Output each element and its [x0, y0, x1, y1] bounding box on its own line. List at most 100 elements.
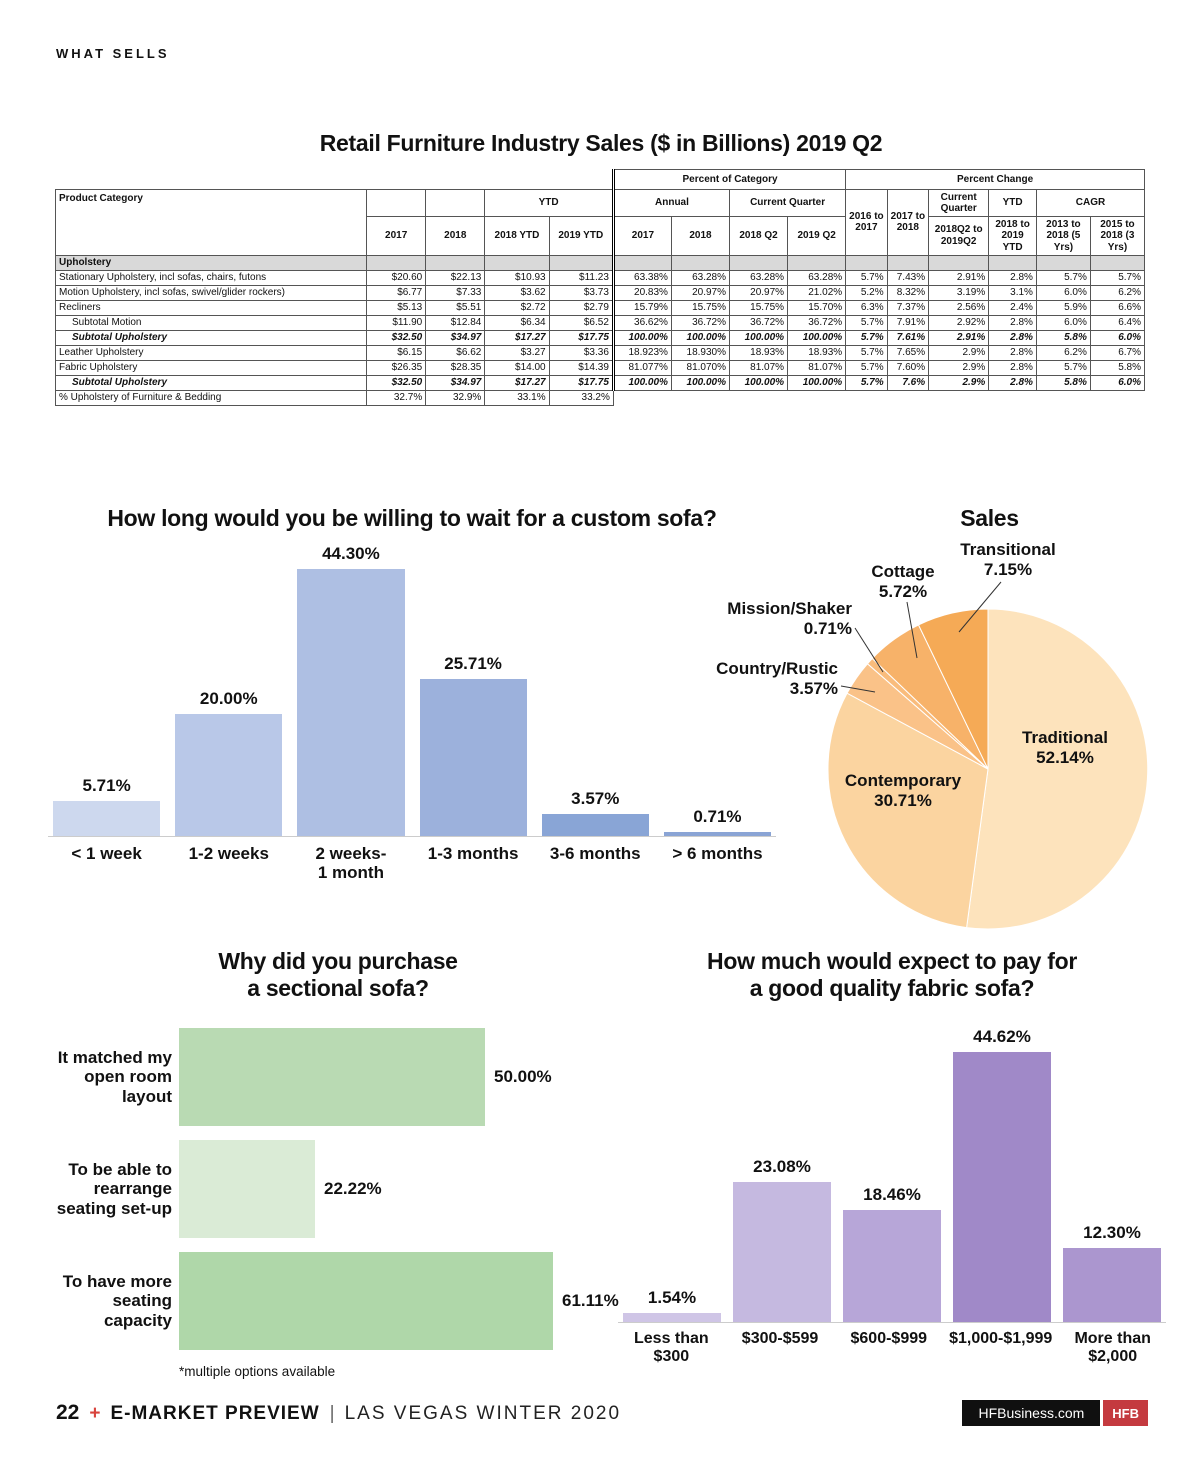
bar-category-label: $300-$599	[741, 1330, 819, 1348]
bar	[541, 814, 649, 837]
bar-category-label: 1-3 months	[427, 844, 519, 864]
table-cell	[1035, 254, 1091, 271]
sectional-chart-title: Why did you purchase a sectional sofa?	[218, 948, 458, 1002]
table-cell: 2.92%	[928, 314, 990, 331]
bar-value-label: 12.30%	[1083, 1223, 1141, 1243]
table-header-row: Percent of Category Percent Change	[55, 169, 1145, 190]
price-category-labels: Less than $300 $300-$599 $600-$999 $1,000-$…	[618, 1323, 1166, 1366]
hbar-value-label: 50.00%	[494, 1067, 552, 1087]
bar-column-wait-time: 3.57%	[541, 544, 649, 837]
table-cell: 7.61%	[886, 329, 930, 346]
table-cell: 18.930%	[670, 344, 731, 361]
sectional-reasons-hbar-chart: Why did you purchase a sectional sofa? I…	[55, 948, 621, 1379]
table-cell: $11.90	[366, 314, 427, 331]
pie-plot-area: Traditional 52.14% Contemporary 30.71% C…	[716, 536, 1200, 948]
table-cell: $11.23	[548, 269, 614, 286]
table-cell: 36.72%	[729, 314, 789, 331]
bar-value-label: 25.71%	[444, 654, 502, 674]
table-header-cell: CAGR	[1035, 189, 1146, 217]
table-cell: 21.02%	[787, 284, 847, 301]
row-label: Motion Upholstery, incl sofas, swivel/gl…	[54, 284, 368, 301]
bar-value-label: 23.08%	[753, 1157, 811, 1177]
table-cell: $12.84	[425, 314, 486, 331]
table-cell	[988, 254, 1037, 271]
table-cell: $3.27	[484, 344, 550, 361]
sales-pie-chart: Sales Traditional 52.14% Contemporary 30…	[716, 505, 1200, 948]
table-header-cell: YTD	[484, 189, 614, 217]
table-row: Leather Upholstery $6.15 $6.62 $3.27 $3.36 18…	[54, 344, 1146, 361]
table-header-cell: 2016 to 2017	[845, 189, 888, 256]
sectional-bars-area: It matched my open room layout 50.00% To b…	[55, 1028, 621, 1351]
table-cell: 5.7%	[1089, 269, 1146, 286]
hbar-row: To have more seating capacity 61.11%	[55, 1252, 621, 1351]
bar-value-label: 0.71%	[693, 807, 742, 827]
bar	[843, 1210, 941, 1323]
table-cell: $3.73	[548, 284, 614, 301]
table-header-cell	[55, 169, 614, 190]
table-header-cell: Percent Change	[845, 169, 1145, 190]
table-cell: $14.39	[548, 359, 614, 376]
table-cell: 5.7%	[845, 374, 888, 391]
table-cell: 6.0%	[1035, 284, 1091, 301]
table-cell: 2.91%	[928, 329, 990, 346]
footer-website: HFBusiness.com	[962, 1400, 1101, 1426]
table-cell: 81.07%	[729, 359, 789, 376]
bar-value-label: 44.30%	[322, 544, 380, 564]
table-cell: 7.60%	[886, 359, 930, 376]
table-cell: 5.7%	[1035, 359, 1091, 376]
table-cell: 6.0%	[1035, 314, 1091, 331]
table-cell: 6.4%	[1089, 314, 1146, 331]
table-cell	[929, 390, 989, 405]
bar-category-label: More than $2,000	[1074, 1330, 1151, 1366]
bar	[953, 1052, 1051, 1323]
table-cell	[671, 390, 729, 405]
table-cell: 2.8%	[988, 374, 1037, 391]
table-header-cell: Annual	[611, 189, 731, 217]
table-cell: 5.9%	[1035, 299, 1091, 316]
table-cell: 3.1%	[988, 284, 1037, 301]
table-cell: 100.00%	[670, 329, 731, 346]
page-footer: 22 + E-MARKET PREVIEW | LAS VEGAS WINTER…	[56, 1400, 1148, 1426]
wait-time-category-labels: < 1 week 1-2 weeks 2 weeks- 1 month 1-3 mon…	[48, 837, 776, 882]
pie-leader-line	[854, 627, 884, 673]
table-header-cell: Current Quarter	[729, 189, 847, 217]
table-title: Retail Furniture Industry Sales ($ in Bi…	[319, 130, 883, 156]
table-cell: 15.70%	[787, 299, 847, 316]
table-row: Motion Upholstery, incl sofas, swivel/gl…	[54, 284, 1146, 301]
table-cell: 15.79%	[611, 299, 672, 316]
table-cell	[886, 254, 930, 271]
chart-footnote: *multiple options available	[179, 1364, 336, 1380]
table-cell: 5.8%	[1035, 374, 1091, 391]
table-header-cell: YTD	[988, 189, 1037, 217]
table-cell	[928, 254, 990, 271]
table-cell: 15.75%	[729, 299, 789, 316]
pie-label-cottage: Cottage 5.72%	[871, 562, 935, 601]
bar	[175, 714, 283, 837]
price-axis-line	[618, 1322, 1166, 1324]
table-header-row: Product Category YTD Annual Current Quarter…	[54, 189, 1146, 256]
bar-value-label: 1.54%	[647, 1288, 697, 1308]
table-cell: $6.62	[425, 344, 486, 361]
bar-column-wait-time: 20.00%	[175, 544, 283, 837]
table-cell: $10.93	[484, 269, 550, 286]
table-cell: $17.27	[484, 329, 550, 346]
wait-time-bar-chart: How long would you be willing to wait fo…	[48, 505, 776, 882]
table-cell	[425, 254, 486, 271]
bar-value-label: 3.57%	[571, 789, 620, 809]
table-header-cell: 2017	[366, 216, 427, 256]
table-cell: 2.8%	[988, 269, 1037, 286]
table-cell: 5.7%	[845, 344, 888, 361]
industry-sales-table-section: Retail Furniture Industry Sales ($ in Bi…	[54, 130, 1147, 406]
pie-slice-transitional	[917, 608, 989, 770]
price-bars-area: 1.54% 23.08% 18.46% 44.62% 12.30%	[618, 1014, 1166, 1323]
pie-slice-contemporary	[827, 692, 989, 929]
hbar-category-label: To be able to rearrange seating set-up	[56, 1159, 172, 1219]
footer-left: 22 + E-MARKET PREVIEW | LAS VEGAS WINTER…	[56, 1401, 621, 1425]
table-cell: $7.33	[425, 284, 486, 301]
table-cell: 81.070%	[670, 359, 731, 376]
bar-value-label: 20.00%	[199, 689, 258, 709]
table-cell: $5.13	[366, 299, 427, 316]
table-cell: $6.15	[366, 344, 427, 361]
table-cell	[366, 254, 427, 271]
